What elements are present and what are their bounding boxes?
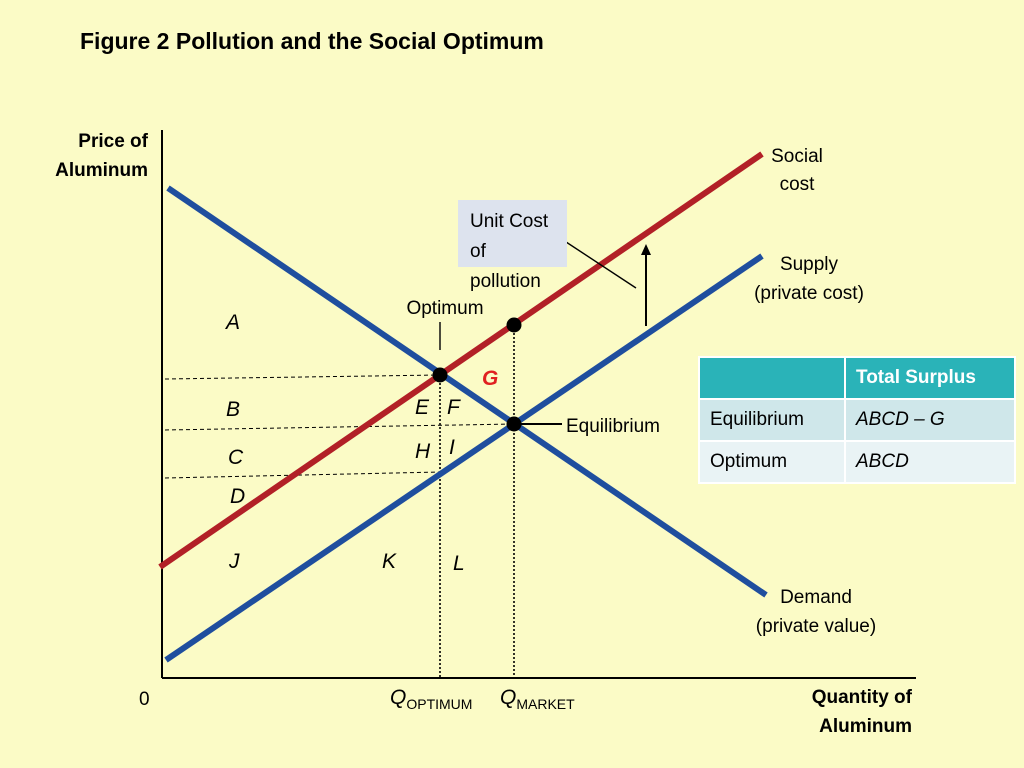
origin-label: 0	[139, 689, 150, 710]
supply-curve	[164, 253, 764, 663]
area-e: E	[415, 396, 430, 419]
unit-cost-line-1: Unit Cost of	[470, 211, 549, 262]
y-label-1: Price of	[78, 131, 148, 152]
area-k: K	[382, 550, 397, 573]
price-equilibrium-dash	[164, 423, 515, 431]
area-g: G	[482, 367, 498, 390]
equilibrium-point	[506, 416, 522, 432]
area-j: J	[228, 550, 240, 573]
table-header-empty	[698, 356, 846, 400]
optimum-label: Optimum	[406, 298, 483, 319]
social-cost-label-1: Social	[771, 146, 823, 167]
table-row: Equilibrium ABCD – G	[698, 398, 1016, 442]
area-l: L	[453, 552, 465, 575]
demand-curve	[166, 185, 768, 598]
unit-cost-leader	[559, 237, 637, 289]
unit-cost-callout: Unit Cost of pollution	[458, 200, 567, 292]
unit-cost-line-2: pollution	[470, 271, 541, 292]
q-market-label: QMARKET	[500, 686, 575, 712]
price-cost-dash	[164, 471, 441, 479]
q-optimum-label: QOPTIMUM	[390, 686, 472, 712]
price-optimum-dash	[164, 374, 441, 380]
demand-label-2: (private value)	[756, 616, 876, 637]
table-header-total-surplus: Total Surplus	[844, 356, 1016, 400]
optimum-point	[432, 367, 448, 383]
area-d: D	[230, 485, 245, 508]
row-label-optimum: Optimum	[698, 440, 846, 484]
total-surplus-table: Total Surplus Equilibrium ABCD – G Optim…	[698, 356, 1016, 484]
x-label-2: Aluminum	[819, 716, 912, 737]
area-i: I	[449, 436, 455, 459]
arrowhead-icon	[641, 244, 651, 255]
x-label-1: Quantity of	[812, 687, 913, 708]
equilibrium-label: Equilibrium	[566, 416, 660, 437]
area-b: B	[226, 398, 240, 421]
area-h: H	[415, 440, 431, 463]
demand-label-1: Demand	[780, 587, 852, 608]
figure-title: Figure 2 Pollution and the Social Optimu…	[80, 28, 544, 54]
area-f: F	[447, 396, 461, 419]
social-cost-curve	[158, 151, 764, 570]
row-value-equilibrium: ABCD – G	[844, 398, 1016, 442]
row-value-optimum: ABCD	[844, 440, 1016, 484]
area-c: C	[228, 446, 244, 469]
row-label-equilibrium: Equilibrium	[698, 398, 846, 442]
table-header-row: Total Surplus	[698, 356, 1016, 400]
social-cost-market-point	[506, 317, 522, 333]
table-row: Optimum ABCD	[698, 440, 1016, 484]
supply-label-2: (private cost)	[754, 283, 864, 304]
area-a: A	[224, 311, 240, 334]
social-cost-label-2: cost	[780, 174, 816, 195]
supply-label-1: Supply	[780, 254, 839, 275]
y-label-2: Aluminum	[55, 160, 148, 181]
